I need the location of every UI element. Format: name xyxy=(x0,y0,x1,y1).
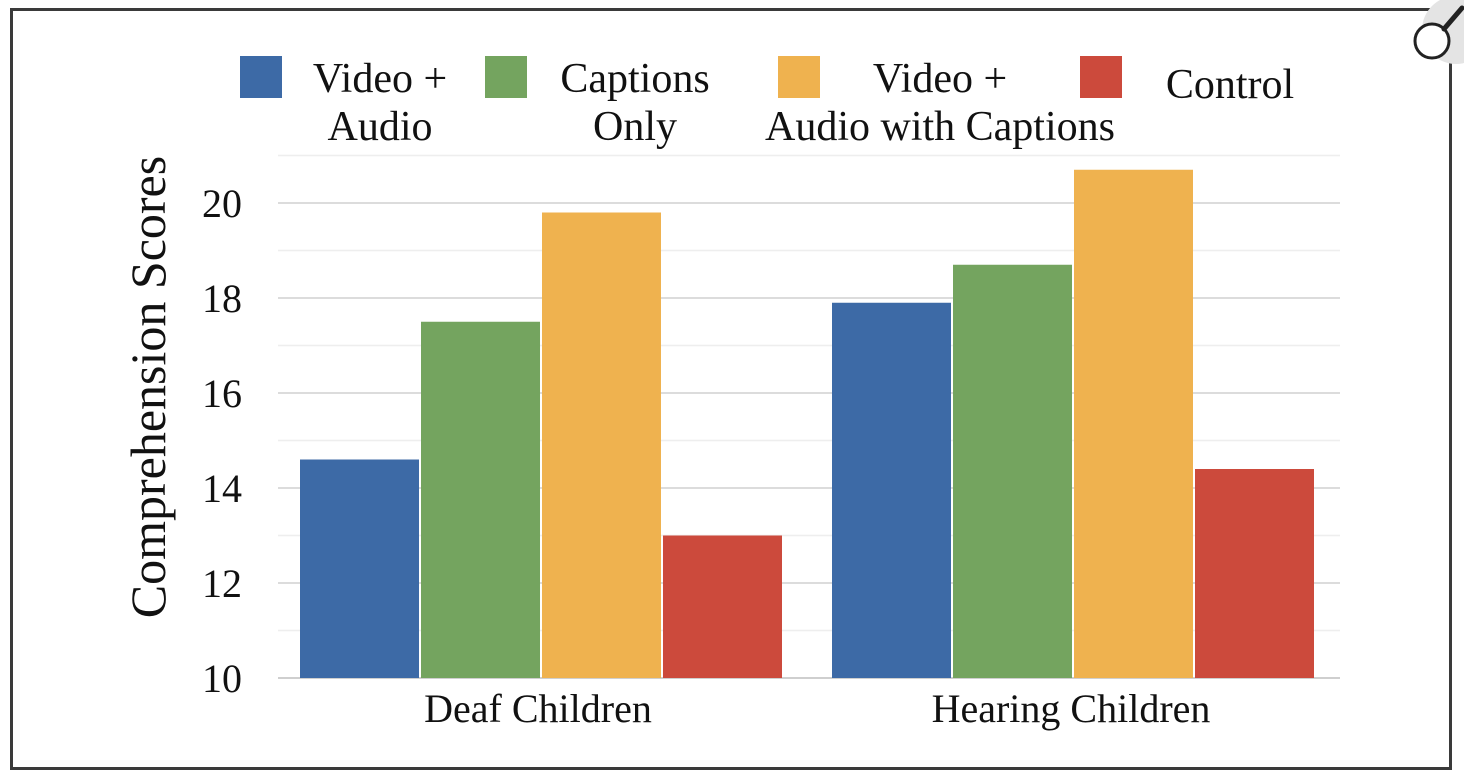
legend-swatch xyxy=(1080,56,1122,98)
legend-label: Control xyxy=(1166,62,1294,108)
bar xyxy=(953,264,1072,678)
bar xyxy=(1074,169,1193,678)
y-axis-label: Comprehension Scores xyxy=(120,156,176,618)
legend-label: Audio xyxy=(328,104,433,150)
legend-swatch xyxy=(240,56,282,98)
bar xyxy=(300,459,419,678)
legend-label: Video + xyxy=(873,56,1007,102)
x-category-label: Deaf Children xyxy=(424,686,652,731)
legend-label: Audio with Captions xyxy=(765,104,1115,150)
bar xyxy=(663,535,782,678)
legend-label: Only xyxy=(593,104,677,150)
x-category-labels: Deaf Children Hearing Children xyxy=(424,686,1210,731)
bar xyxy=(542,212,661,678)
bar xyxy=(1195,469,1314,678)
y-tick-labels: 10 12 14 16 18 20 xyxy=(202,181,242,701)
x-category-label: Hearing Children xyxy=(932,686,1211,731)
legend-label: Captions xyxy=(560,56,709,102)
bar xyxy=(832,302,951,678)
magnifier-icon[interactable] xyxy=(1400,0,1464,72)
y-tick-label: 20 xyxy=(202,181,242,226)
y-tick-label: 14 xyxy=(202,466,242,511)
y-tick-label: 18 xyxy=(202,276,242,321)
bars xyxy=(300,169,1314,678)
y-tick-label: 12 xyxy=(202,561,242,606)
legend-swatch xyxy=(778,56,820,98)
legend-swatch xyxy=(485,56,527,98)
bar xyxy=(421,321,540,678)
y-tick-label: 10 xyxy=(202,656,242,701)
y-tick-label: 16 xyxy=(202,371,242,416)
legend-label: Video + xyxy=(313,56,447,102)
